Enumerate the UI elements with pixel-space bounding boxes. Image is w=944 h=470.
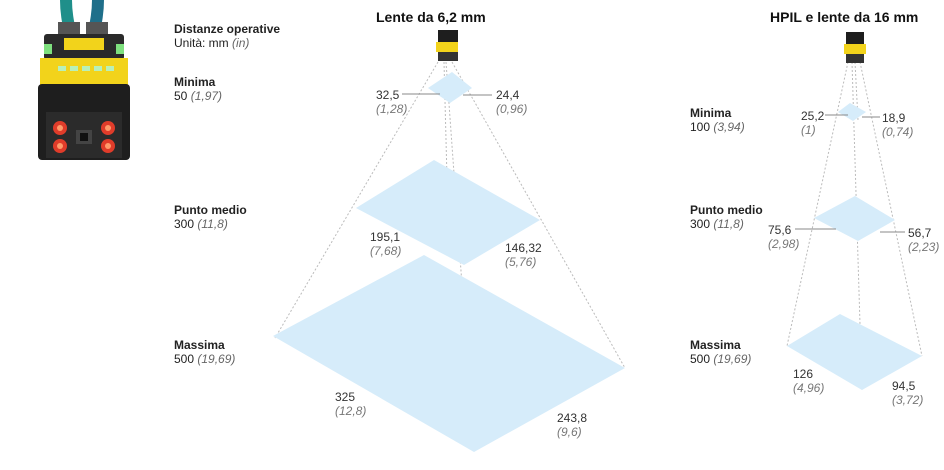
left-row-massima: Massima 500 (19,69) (174, 338, 235, 366)
right-row-massima: Massima 500 (19,69) (690, 338, 751, 366)
row-in: (19,69) (197, 352, 236, 366)
dim-in: (1,28) (376, 102, 408, 116)
dim-mm: 25,2 (801, 109, 825, 123)
dim-mm: 32,5 (376, 88, 400, 102)
left-dim-minima-width: 32,5 (1,28) (376, 88, 407, 116)
dim-in: (5,76) (505, 255, 537, 269)
left-plane-punto-medio (356, 160, 540, 265)
row-mm: 100 (690, 120, 711, 134)
row-mm: 500 (174, 352, 195, 366)
left-dim-punto-medio-width: 195,1 (7,68) (370, 230, 401, 258)
dim-in: (3,72) (892, 393, 924, 407)
dim-in: (0,74) (882, 125, 914, 139)
right-dim-minima-width: 25,2 (1) (801, 109, 824, 137)
row-name: Minima (174, 75, 216, 89)
legend-units-alt: (in) (232, 36, 250, 50)
dim-in: (2,98) (768, 237, 800, 251)
right-plane-massima (787, 314, 922, 390)
dim-in: (12,8) (335, 404, 367, 418)
dim-mm: 325 (335, 390, 356, 404)
dim-mm: 56,7 (908, 226, 932, 240)
dim-mm: 195,1 (370, 230, 401, 244)
row-name: Punto medio (174, 203, 247, 217)
camera-product-image (38, 0, 130, 160)
row-mm: 500 (690, 352, 711, 366)
dim-in: (4,96) (793, 381, 825, 395)
row-in: (3,94) (713, 120, 745, 134)
left-dim-massima-height: 243,8 (9,6) (557, 411, 587, 439)
right-title: HPIL e lente da 16 mm (770, 9, 919, 25)
left-plane-minima (428, 72, 472, 103)
row-name: Punto medio (690, 203, 763, 217)
left-dim-punto-medio-height: 146,32 (5,76) (505, 241, 542, 269)
dim-mm: 75,6 (768, 223, 792, 237)
row-mm: 300 (690, 217, 711, 231)
left-title: Lente da 6,2 mm (376, 9, 486, 25)
right-row-minima: Minima 100 (3,94) (690, 106, 745, 134)
right-plane-minima (838, 103, 866, 121)
dim-mm: 126 (793, 367, 814, 381)
left-dim-minima-height: 24,4 (0,96) (496, 88, 527, 116)
dim-mm: 146,32 (505, 241, 542, 255)
dim-mm: 94,5 (892, 379, 916, 393)
dim-in: (2,23) (908, 240, 940, 254)
legend-block: Distanze operative Unità: mm (in) (174, 22, 280, 50)
left-row-minima: Minima 50 (1,97) (174, 75, 222, 103)
dim-in: (9,6) (557, 425, 582, 439)
dim-mm: 243,8 (557, 411, 588, 425)
row-mm: 300 (174, 217, 195, 231)
left-plane-massima (273, 255, 625, 452)
legend-header: Distanze operative (174, 22, 281, 36)
right-dim-minima-height: 18,9 (0,74) (882, 111, 913, 139)
left-dim-massima-width: 325 (12,8) (335, 390, 366, 418)
row-in: (1,97) (190, 89, 223, 103)
right-plane-punto-medio (814, 196, 895, 241)
right-dim-massima-height: 94,5 (3,72) (892, 379, 923, 407)
right-dim-massima-width: 126 (4,96) (793, 367, 824, 395)
dim-in: (7,68) (370, 244, 402, 258)
right-dim-punto-medio-width: 75,6 (2,98) (768, 223, 799, 251)
dim-mm: 24,4 (496, 88, 520, 102)
row-in: (11,8) (713, 217, 744, 231)
dim-mm: 18,9 (882, 111, 906, 125)
row-in: (11,8) (197, 217, 228, 231)
right-dim-punto-medio-height: 56,7 (2,23) (908, 226, 939, 254)
left-row-punto-medio: Punto medio 300 (11,8) (174, 203, 247, 231)
row-name: Massima (174, 338, 225, 352)
row-mm: 50 (174, 89, 188, 103)
legend-units: Unità: mm (174, 36, 229, 50)
row-name: Minima (690, 106, 732, 120)
dim-in: (1) (801, 123, 816, 137)
row-name: Massima (690, 338, 741, 352)
right-row-punto-medio: Punto medio 300 (11,8) (690, 203, 763, 231)
dim-in: (0,96) (496, 102, 528, 116)
row-in: (19,69) (713, 352, 752, 366)
